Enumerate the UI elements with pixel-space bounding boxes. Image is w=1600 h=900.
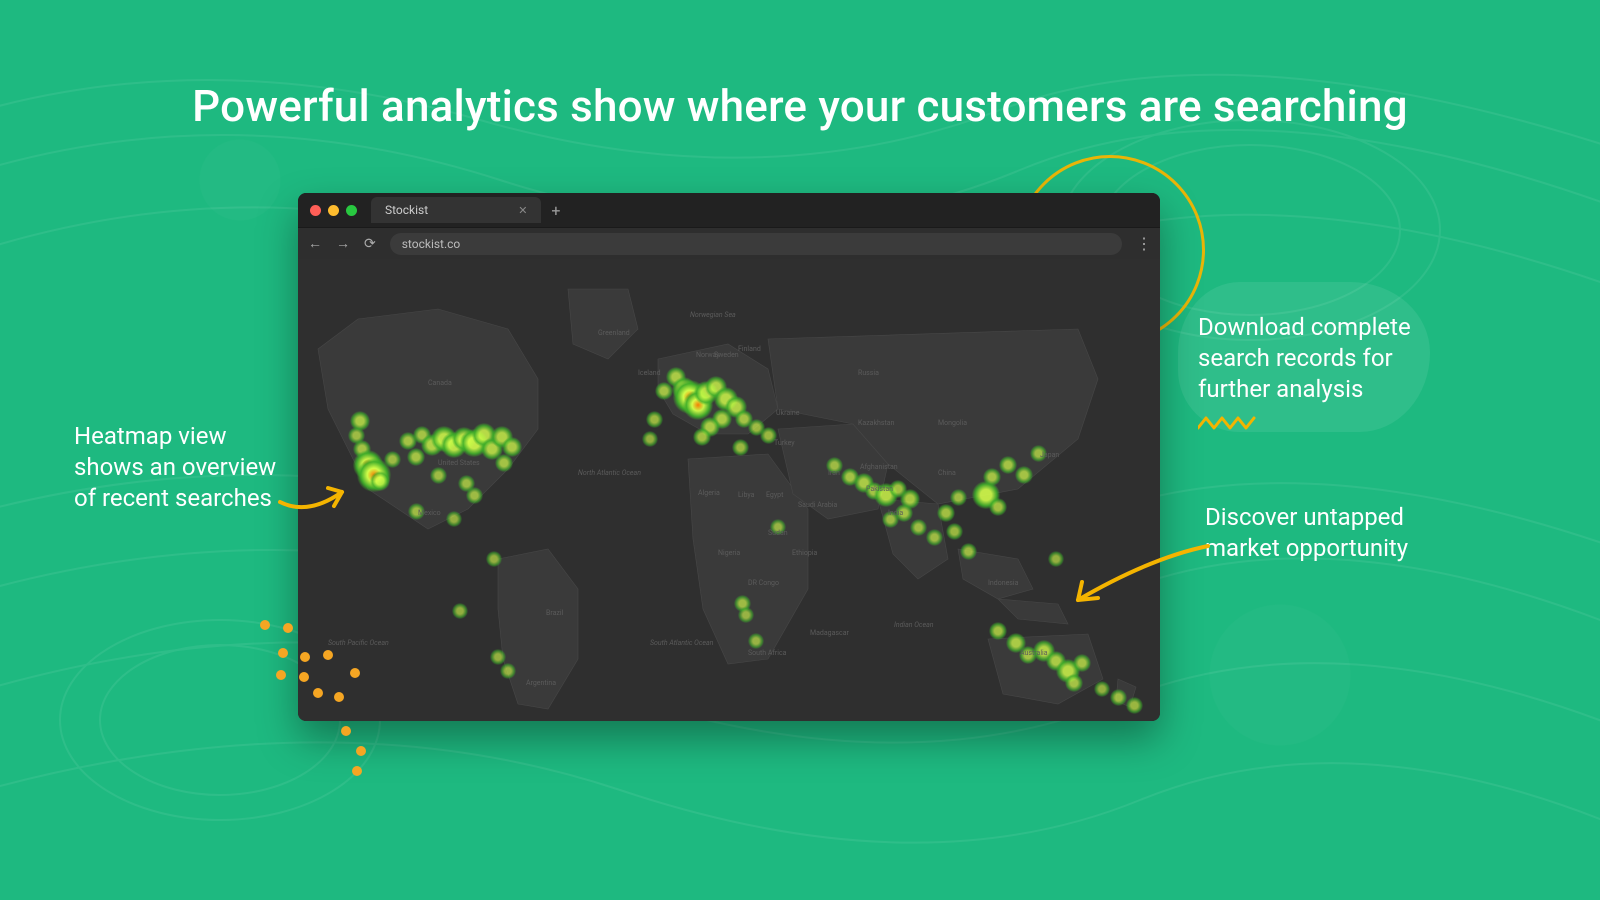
world-map-svg bbox=[298, 259, 1160, 721]
new-tab-button[interactable]: + bbox=[551, 201, 560, 220]
decor-dot bbox=[278, 648, 288, 658]
zigzag-icon bbox=[1198, 416, 1258, 430]
arrow-bottom-right-icon bbox=[1060, 540, 1210, 620]
decor-dot bbox=[300, 652, 310, 662]
browser-tab[interactable]: Stockist ✕ bbox=[371, 197, 541, 223]
tab-title: Stockist bbox=[385, 203, 428, 217]
decor-dot bbox=[350, 668, 360, 678]
close-icon[interactable] bbox=[310, 205, 321, 216]
decor-dot bbox=[299, 672, 309, 682]
callout-left: Heatmap view shows an overview of recent… bbox=[74, 421, 294, 515]
address-bar[interactable]: stockist.co bbox=[390, 233, 1122, 255]
reload-button[interactable]: ⟳ bbox=[364, 236, 376, 252]
browser-window: Stockist ✕ + ← → ⟳ stockist.co ⋮ bbox=[298, 193, 1160, 721]
decor-dot bbox=[260, 620, 270, 630]
headline: Powerful analytics show where your custo… bbox=[0, 80, 1600, 132]
maximize-icon[interactable] bbox=[346, 205, 357, 216]
window-controls bbox=[310, 205, 357, 216]
back-button[interactable]: ← bbox=[308, 235, 322, 252]
decor-dot bbox=[352, 766, 362, 776]
heatmap-map[interactable]: North Atlantic OceanSouth Atlantic Ocean… bbox=[298, 259, 1160, 721]
callout-top-right-text: Download complete search records for fur… bbox=[1198, 313, 1411, 403]
forward-button[interactable]: → bbox=[336, 235, 350, 252]
browser-toolbar: ← → ⟳ stockist.co ⋮ bbox=[298, 227, 1160, 259]
decor-dot bbox=[313, 688, 323, 698]
decor-dot bbox=[356, 746, 366, 756]
menu-button[interactable]: ⋮ bbox=[1136, 234, 1150, 253]
decor-dot bbox=[276, 670, 286, 680]
callout-top-right: Download complete search records for fur… bbox=[1198, 312, 1418, 438]
decor-dot bbox=[341, 726, 351, 736]
callout-bottom-right-text: Discover untapped market opportunity bbox=[1205, 503, 1408, 562]
decor-dot bbox=[334, 692, 344, 702]
arrow-left-icon bbox=[278, 468, 358, 528]
decor-dot bbox=[283, 623, 293, 633]
callout-bottom-right: Discover untapped market opportunity bbox=[1205, 502, 1425, 564]
callout-left-text: Heatmap view shows an overview of recent… bbox=[74, 422, 276, 512]
decor-dot bbox=[323, 650, 333, 660]
close-tab-icon[interactable]: ✕ bbox=[518, 204, 527, 217]
address-text: stockist.co bbox=[402, 237, 461, 251]
minimize-icon[interactable] bbox=[328, 205, 339, 216]
browser-tabbar: Stockist ✕ + bbox=[298, 193, 1160, 227]
